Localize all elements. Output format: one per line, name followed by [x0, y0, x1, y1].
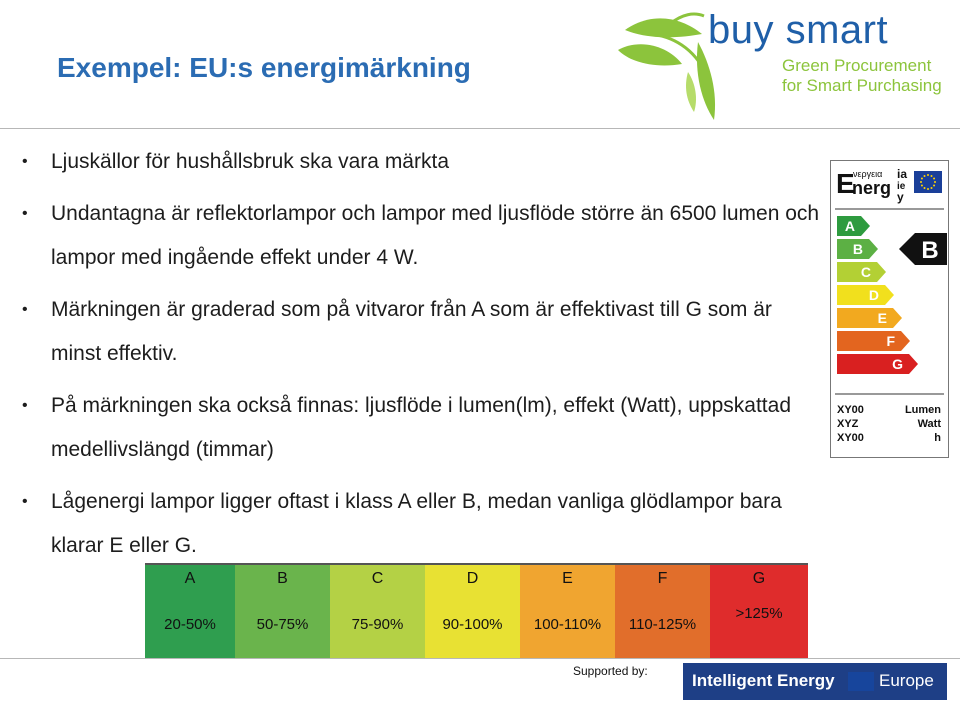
intelligent-energy-europe-logo: Intelligent Energy Europe [683, 663, 947, 700]
eu-star-icon [920, 184, 923, 187]
scale-cell-g: G >125% [710, 563, 808, 658]
scale-top-border [145, 563, 808, 565]
label-spec-unit: h [934, 432, 941, 444]
bullet-dot-icon: • [22, 205, 28, 222]
bullet-dot-icon: • [22, 397, 28, 414]
page-title: Exempel: EU:s energimärkning [57, 52, 471, 83]
scale-range: 90-100% [442, 616, 503, 633]
scale-range: 20-50% [164, 616, 216, 633]
label-class-letter: C [861, 264, 871, 280]
bullet-dot-icon: • [22, 153, 28, 170]
bullet-item: • Märkningen är graderad som på vitvaror … [20, 288, 820, 376]
label-header-y: y [897, 190, 904, 204]
label-spec-code: XY00 [837, 404, 864, 416]
bullet-list: • Ljuskällor för hushållsbruk ska vara mä… [20, 140, 820, 576]
label-header-e: E [836, 168, 855, 199]
scale-cell-c: C 75-90% [330, 563, 425, 658]
eu-star-icon [923, 187, 926, 190]
logo-tagline-1: Green Procurement [782, 56, 932, 75]
label-class-arrow-b [837, 239, 878, 259]
eu-star-icon [920, 177, 923, 180]
scale-class: A [184, 570, 196, 587]
eu-star-icon [927, 174, 929, 176]
label-spec-code: XYZ [837, 418, 859, 430]
scale-cell-a: A 20-50% [145, 563, 235, 658]
eu-star-icon [927, 188, 929, 190]
bullet-item: • Ljuskällor för hushållsbruk ska vara mä… [20, 140, 820, 184]
label-class-letter: E [878, 310, 887, 326]
label-class-letter: A [845, 218, 855, 234]
eu-star-icon [920, 181, 922, 183]
bullet-dot-icon: • [22, 493, 28, 510]
scale-class: B [277, 570, 288, 587]
label-header-ie: ie [897, 181, 906, 192]
eu-star-icon [930, 174, 933, 177]
logo-tagline-2: for Smart Purchasing [782, 76, 942, 95]
supported-by-text: Supported by: [573, 664, 648, 678]
scale-class: C [371, 570, 384, 587]
label-header-ia: ia [897, 167, 907, 181]
label-class-arrow-e [837, 308, 902, 328]
eu-star-icon [923, 174, 926, 177]
scale-range: 75-90% [351, 616, 404, 633]
bullet-item: • Undantagna är reflektorlampor och lampo… [20, 192, 820, 280]
eu-flag-icon [848, 672, 874, 691]
label-class-letter: B [853, 241, 863, 257]
scale-class: G [752, 570, 766, 587]
label-class-letter: D [869, 287, 879, 303]
bullet-item: • På märkningen ska också finnas: ljusflö… [20, 384, 820, 472]
scale-range: 100-110% [533, 616, 602, 633]
label-spec-unit: Lumen [905, 404, 941, 416]
scale-range: 110-125% [628, 616, 697, 633]
label-rating: B [921, 237, 938, 264]
label-class-arrow-d [837, 285, 894, 305]
logo-name: buy smart [708, 8, 889, 52]
scale-range: >125% [735, 605, 783, 622]
scale-class: E [562, 570, 573, 587]
buy-smart-leaf-logo [618, 12, 716, 120]
label-header-greek: νεργεια [853, 169, 882, 179]
label-class-arrow-f [837, 331, 910, 351]
program-name: Intelligent Energy [692, 671, 835, 690]
label-class-letter: F [886, 333, 895, 349]
bullet-item: • Lågenergi lampor ligger oftast i klass … [20, 480, 820, 568]
scale-range: 50-75% [256, 616, 309, 633]
bullet-dot-icon: • [22, 301, 28, 318]
label-class-arrow-c [837, 262, 886, 282]
eu-flag-icon [914, 171, 942, 193]
label-spec-code: XY00 [837, 432, 864, 444]
eu-star-icon [933, 177, 936, 180]
program-region: Europe [879, 671, 934, 690]
label-header-word: nerg [852, 178, 891, 198]
label-class-letter: G [892, 356, 903, 372]
efficiency-scale: A 20-50% B 50-75% C 75-90% D 90-100% E 1… [145, 563, 808, 658]
label-class-arrow-a [837, 216, 870, 236]
label-spec-unit: Watt [918, 418, 942, 430]
scale-cell-e: E 100-110% [520, 563, 615, 658]
scale-class: F [657, 570, 668, 587]
eu-star-icon [934, 181, 936, 183]
label-class-arrow-g [837, 354, 918, 374]
header-divider [0, 128, 960, 129]
rating-arrow-icon [899, 233, 947, 265]
scale-cell-f: F 110-125% [615, 563, 710, 658]
eu-star-icon [933, 184, 936, 187]
footer-divider [0, 658, 960, 659]
scale-class: D [466, 570, 479, 587]
scale-cell-b: B 50-75% [235, 563, 330, 658]
scale-cell-d: D 90-100% [425, 563, 520, 658]
eu-star-icon [930, 187, 933, 190]
